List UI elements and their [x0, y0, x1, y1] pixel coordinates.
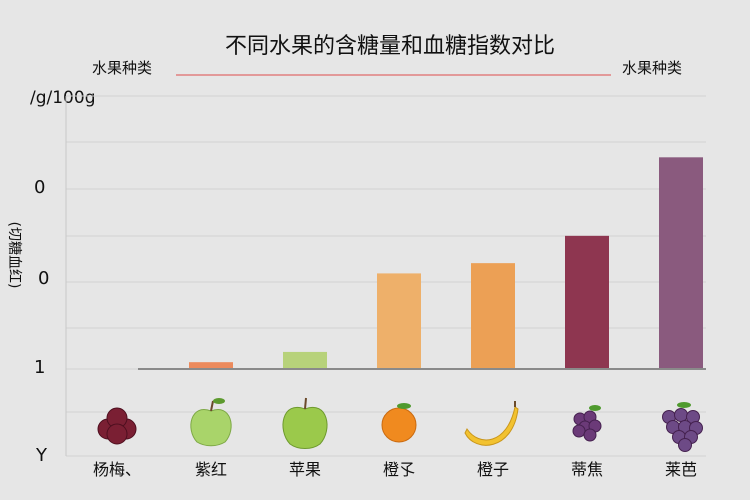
category-label: 橙孓	[383, 460, 415, 479]
legend-label-right: 水果种类	[622, 59, 682, 77]
y-tick-label: 1	[34, 357, 45, 378]
y-tick-label: 0	[34, 177, 45, 198]
y-tick-label: 0	[38, 268, 49, 289]
apple-icon	[282, 397, 328, 449]
green-apple-icon	[190, 398, 232, 447]
category-label: 莱芭	[665, 460, 697, 479]
orange-icon	[381, 403, 417, 443]
bar	[189, 362, 233, 369]
bar	[471, 263, 515, 369]
banana-icon	[464, 401, 519, 446]
bar	[283, 351, 327, 369]
chart-title: 不同水果的含糖量和血糖指数对比	[225, 34, 555, 59]
category-labels: 杨梅、 紫红 苹果 橙孓 橙子 蒂焦 莱芭	[93, 460, 697, 479]
category-label: 苹果	[289, 460, 321, 479]
bar	[659, 157, 703, 369]
grape-icon	[572, 405, 602, 442]
bayberry-icon	[97, 407, 137, 445]
category-label: 杨梅、	[93, 460, 141, 479]
bars-group	[189, 157, 703, 369]
unit-label: /g/100g	[30, 88, 96, 108]
grape-bunch-icon	[662, 402, 703, 452]
fruit-icons	[97, 397, 703, 452]
bar	[377, 273, 421, 369]
y-tick-label: Y	[35, 445, 48, 466]
legend-label-left: 水果种类	[92, 59, 152, 77]
category-label: 蒂焦	[571, 460, 603, 479]
bar	[565, 235, 609, 369]
category-label: 紫红	[195, 460, 227, 479]
y-axis-label: (切糖血红)	[6, 222, 22, 289]
category-label: 橙子	[477, 460, 509, 479]
